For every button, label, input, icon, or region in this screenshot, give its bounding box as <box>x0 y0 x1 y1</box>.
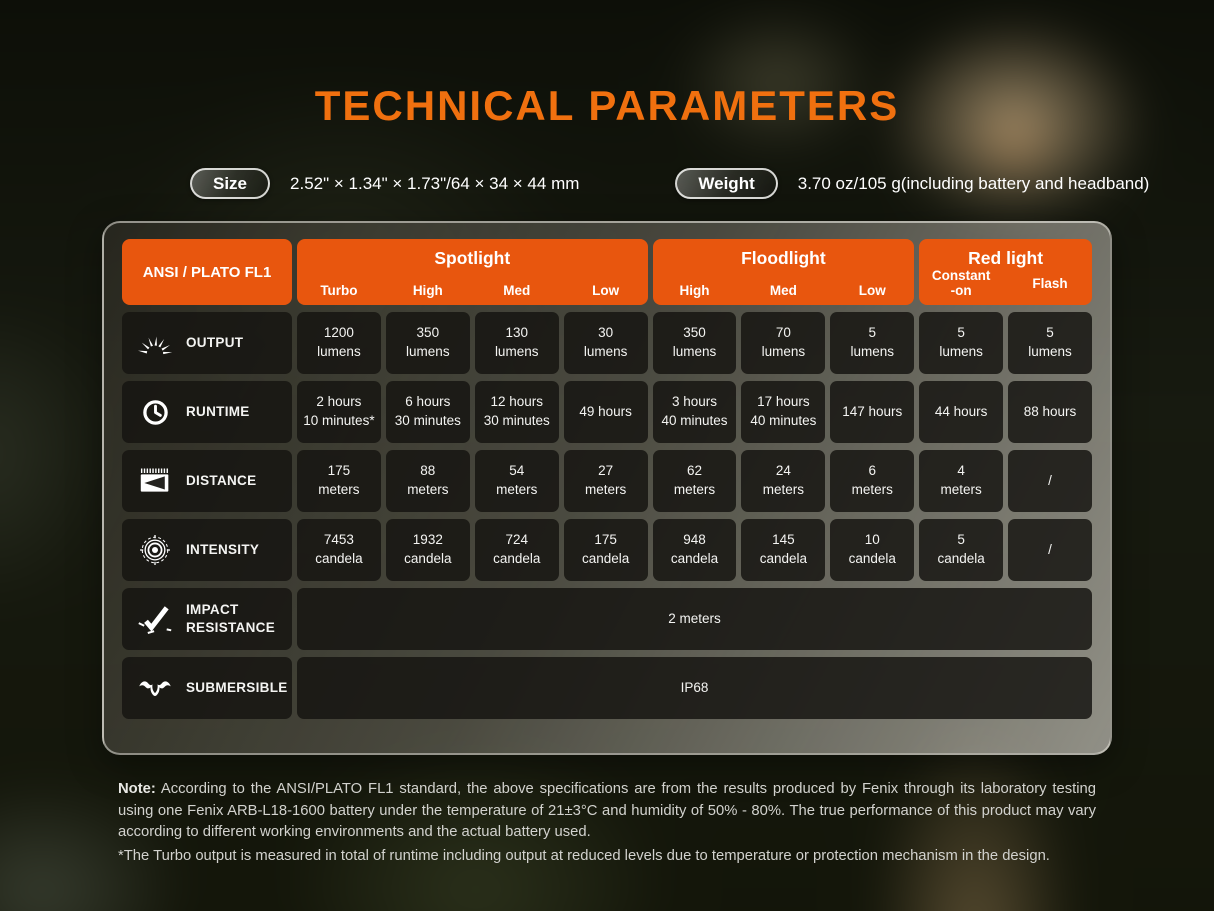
note-label: Note: <box>118 781 156 797</box>
row-label-text: OUTPUT <box>186 334 244 350</box>
value-cell: 17 hours 40 minutes <box>741 381 826 443</box>
weight-badge: Weight <box>675 168 778 199</box>
value-cell: / <box>1008 519 1092 581</box>
spotlight-group-title: Spotlight <box>434 248 511 268</box>
value-cell: 145 candela <box>741 519 826 581</box>
value-cell: 88 meters <box>385 450 470 512</box>
output-icon <box>134 329 176 357</box>
weight-value: 3.70 oz/105 g(including battery and head… <box>797 173 1150 193</box>
submersible-icon <box>134 677 176 700</box>
size-value: 2.52" × 1.34" × 1.73"/64 × 34 × 44 mm <box>290 173 580 193</box>
row-label-text: INTENSITY <box>186 541 260 557</box>
value-cell: 70 lumens <box>741 312 826 374</box>
value-cell: 49 hours <box>563 381 648 443</box>
value-cell: 130 lumens <box>474 312 559 374</box>
value-cell: 44 hours <box>919 381 1004 443</box>
value-cell: 30 lumens <box>563 312 648 374</box>
row-label-text: RUNTIME <box>186 403 250 419</box>
value-cell: 62 meters <box>652 450 737 512</box>
value-cell: 5 candela <box>919 519 1004 581</box>
redlight-header-group: Red light Constant -on Flash <box>919 239 1092 305</box>
mode-high: High <box>679 283 710 299</box>
row-label-text: IMPACT RESISTANCE <box>186 601 276 635</box>
intensity-icon <box>134 535 176 565</box>
mode-med: Med <box>503 283 531 299</box>
value-cell: 147 hours <box>830 381 915 443</box>
table-corner-header: ANSI / PLATO FL1 <box>122 239 292 305</box>
value-cell: 6 meters <box>830 450 915 512</box>
row-label-intensity: INTENSITY <box>122 519 292 581</box>
row-label-distance: DISTANCE <box>122 450 292 512</box>
value-cell: 2 hours 10 minutes* <box>297 381 381 443</box>
value-cell: 1932 candela <box>385 519 470 581</box>
runtime-icon <box>134 399 176 426</box>
mode-turbo: Turbo <box>320 283 358 299</box>
value-cell: 948 candela <box>652 519 737 581</box>
value-cell: 350 lumens <box>652 312 737 374</box>
value-cell: 88 hours <box>1008 381 1092 443</box>
mode-low: Low <box>592 283 620 299</box>
value-cell: 54 meters <box>474 450 559 512</box>
note-body: According to the ANSI/PLATO FL1 standard… <box>118 781 1096 841</box>
row-label-runtime: RUNTIME <box>122 381 292 443</box>
spec-table: ANSI / PLATO FL1 Spotlight Turbo High Me… <box>122 239 1092 719</box>
row-label-impact-resistance: IMPACT RESISTANCE <box>122 588 292 650</box>
spotlight-header-group: Spotlight Turbo High Med Low <box>297 239 648 305</box>
value-cell: 350 lumens <box>385 312 470 374</box>
floodlight-header-group: Floodlight High Med Low <box>652 239 915 305</box>
value-cell: 724 candela <box>474 519 559 581</box>
value-cell: 27 meters <box>563 450 648 512</box>
value-cell: 175 candela <box>563 519 648 581</box>
note-paragraph: Note: According to the ANSI/PLATO FL1 st… <box>118 779 1096 844</box>
row-label-text: SUBMERSIBLE <box>186 679 288 695</box>
impact-resistance-value: 2 meters <box>297 588 1092 650</box>
row-label-text: DISTANCE <box>186 472 257 488</box>
value-cell: 12 hours 30 minutes <box>474 381 559 443</box>
value-cell: 7453 candela <box>297 519 381 581</box>
spec-table-panel: ANSI / PLATO FL1 Spotlight Turbo High Me… <box>102 221 1112 755</box>
redlight-modes: Constant -on Flash <box>919 268 1092 299</box>
value-cell: 6 hours 30 minutes <box>385 381 470 443</box>
value-cell: 5 lumens <box>830 312 915 374</box>
mode-flash: Flash <box>1032 275 1068 291</box>
mode-low: Low <box>858 283 886 299</box>
value-cell: / <box>1008 450 1092 512</box>
page-title: TECHNICAL PARAMETERS <box>314 82 900 129</box>
mode-constant-on: Constant -on <box>931 268 991 299</box>
footnote-text: *The Turbo output is measured in total o… <box>118 847 1050 864</box>
impact-resistance-icon <box>134 604 176 635</box>
value-cell: 1200 lumens <box>297 312 381 374</box>
value-cell: 5 lumens <box>919 312 1004 374</box>
spotlight-modes: Turbo High Med Low <box>297 283 648 299</box>
size-badge: Size <box>190 168 271 199</box>
value-cell: 4 meters <box>919 450 1004 512</box>
value-cell: 5 lumens <box>1008 312 1092 374</box>
floodlight-group-title: Floodlight <box>741 248 826 268</box>
submersible-value: IP68 <box>297 657 1092 719</box>
redlight-group-title: Red light <box>968 248 1044 268</box>
size-spec: Size 2.52" × 1.34" × 1.73"/64 × 34 × 44 … <box>190 168 579 199</box>
mode-med: Med <box>769 283 797 299</box>
spec-summary: Size 2.52" × 1.34" × 1.73"/64 × 34 × 44 … <box>190 168 1214 199</box>
distance-icon <box>134 468 176 494</box>
row-label-submersible: SUBMERSIBLE <box>122 657 292 719</box>
value-cell: 10 candela <box>830 519 915 581</box>
mode-high: High <box>412 283 443 299</box>
value-cell: 3 hours 40 minutes <box>652 381 737 443</box>
floodlight-modes: High Med Low <box>653 283 915 299</box>
row-label-output: OUTPUT <box>122 312 292 374</box>
value-cell: 24 meters <box>741 450 826 512</box>
value-cell: 175 meters <box>297 450 381 512</box>
weight-spec: Weight 3.70 oz/105 g(including battery a… <box>675 168 1149 199</box>
